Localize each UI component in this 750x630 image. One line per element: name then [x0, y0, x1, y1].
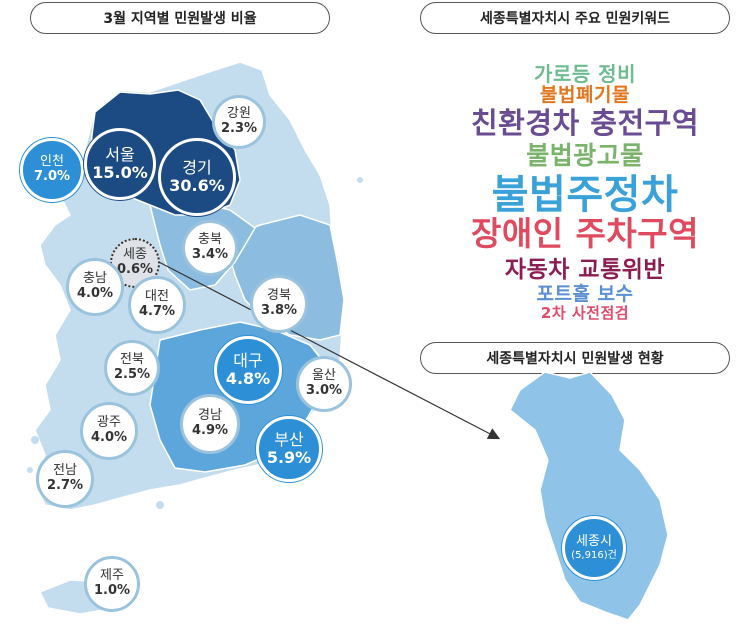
region-pct: 30.6%	[169, 176, 225, 195]
region-jeonbuk: 전북 2.5%	[104, 340, 160, 396]
region-daejeon: 대전 4.7%	[128, 276, 186, 334]
region-chungnam: 충남 4.0%	[66, 258, 124, 316]
region-pct: 15.0%	[92, 163, 148, 182]
region-pct: 1.0%	[93, 583, 131, 598]
region-name: 광주	[97, 415, 121, 431]
region-pct: 4.7%	[138, 304, 176, 319]
region-pct: 3.0%	[305, 383, 343, 398]
region-name: 대전	[145, 289, 169, 305]
region-pct: 4.9%	[191, 423, 229, 438]
keyword-pothole: 포트홀 보수	[536, 283, 634, 305]
region-name: 경남	[198, 408, 222, 424]
island	[156, 501, 164, 509]
region-name: 전북	[120, 352, 144, 368]
keyword-illegal-waste: 불법폐기물	[540, 84, 630, 106]
region-pct: 2.5%	[113, 367, 151, 382]
region-ulsan: 울산 3.0%	[296, 356, 352, 412]
keyword-streetlight: 가로등 정비	[534, 62, 636, 86]
region-pct: 7.0%	[33, 169, 71, 184]
region-jeju: 제주 1.0%	[84, 556, 140, 612]
sejong-detail-name: 세종시	[576, 533, 612, 549]
region-busan: 부산 5.9%	[256, 416, 322, 482]
region-gwangju: 광주 4.0%	[80, 402, 138, 460]
region-gyeongnam: 경남 4.9%	[180, 394, 240, 454]
region-pct: 5.9%	[266, 448, 312, 467]
region-name: 서울	[105, 144, 135, 164]
island	[357, 177, 363, 183]
region-pct: 4.0%	[76, 286, 114, 301]
region-pct: 4.8%	[225, 369, 271, 388]
region-name: 전남	[53, 463, 77, 479]
region-name: 세종	[123, 247, 147, 263]
region-name: 부산	[274, 429, 304, 449]
region-gyeongbuk: 경북 3.8%	[250, 275, 308, 333]
region-seoul: 서울 15.0%	[84, 128, 156, 200]
keyword-traffic-violation: 자동차 교통위반	[504, 257, 666, 283]
region-name: 인천	[40, 154, 64, 170]
keyword-title: 세종특별자치시 주요 민원키워드	[420, 2, 730, 34]
keyword-pre-inspection: 2차 사전점검	[540, 304, 630, 322]
region-pct: 2.7%	[46, 478, 84, 493]
region-daegu: 대구 4.8%	[214, 336, 282, 404]
map-title: 3월 지역별 민원발생 비율	[30, 2, 330, 34]
island	[31, 436, 39, 444]
region-name: 충북	[198, 232, 222, 248]
region-pct: 0.6%	[116, 262, 154, 277]
region-name: 제주	[100, 568, 124, 584]
sejong-status-title: 세종특별자치시 민원발생 현황	[420, 342, 730, 374]
region-pct: 2.3%	[220, 121, 258, 136]
region-name: 충남	[83, 271, 107, 287]
region-jeonnam: 전남 2.7%	[36, 450, 94, 508]
region-incheon: 인천 7.0%	[20, 138, 84, 202]
region-name: 경기	[182, 157, 212, 177]
island	[27, 467, 33, 473]
region-name: 대구	[233, 350, 263, 370]
keyword-disabled-parking: 장애인 주차구역	[470, 214, 699, 253]
region-pct: 3.8%	[260, 303, 298, 318]
region-chungbuk: 충북 3.4%	[182, 220, 238, 276]
sejong-detail-shape	[509, 371, 669, 621]
sejong-detail-bubble: 세종시 (5,916)건	[562, 516, 626, 580]
keyword-eco-charging: 친환경차 충전구역	[470, 106, 700, 140]
sejong-detail-count: (5,916)건	[571, 549, 617, 561]
sejong-arrow	[154, 259, 501, 440]
region-name: 울산	[312, 368, 336, 384]
region-gangwon: 강원 2.3%	[212, 95, 266, 149]
region-gyeonggi: 경기 30.6%	[158, 138, 236, 216]
region-name: 경북	[267, 288, 291, 304]
region-pct: 3.4%	[191, 247, 229, 262]
keyword-illegal-parking: 불법주정차	[491, 172, 679, 218]
region-name: 강원	[227, 106, 251, 122]
keyword-illegal-ads: 불법광고물	[526, 141, 644, 170]
region-pct: 4.0%	[90, 430, 128, 445]
